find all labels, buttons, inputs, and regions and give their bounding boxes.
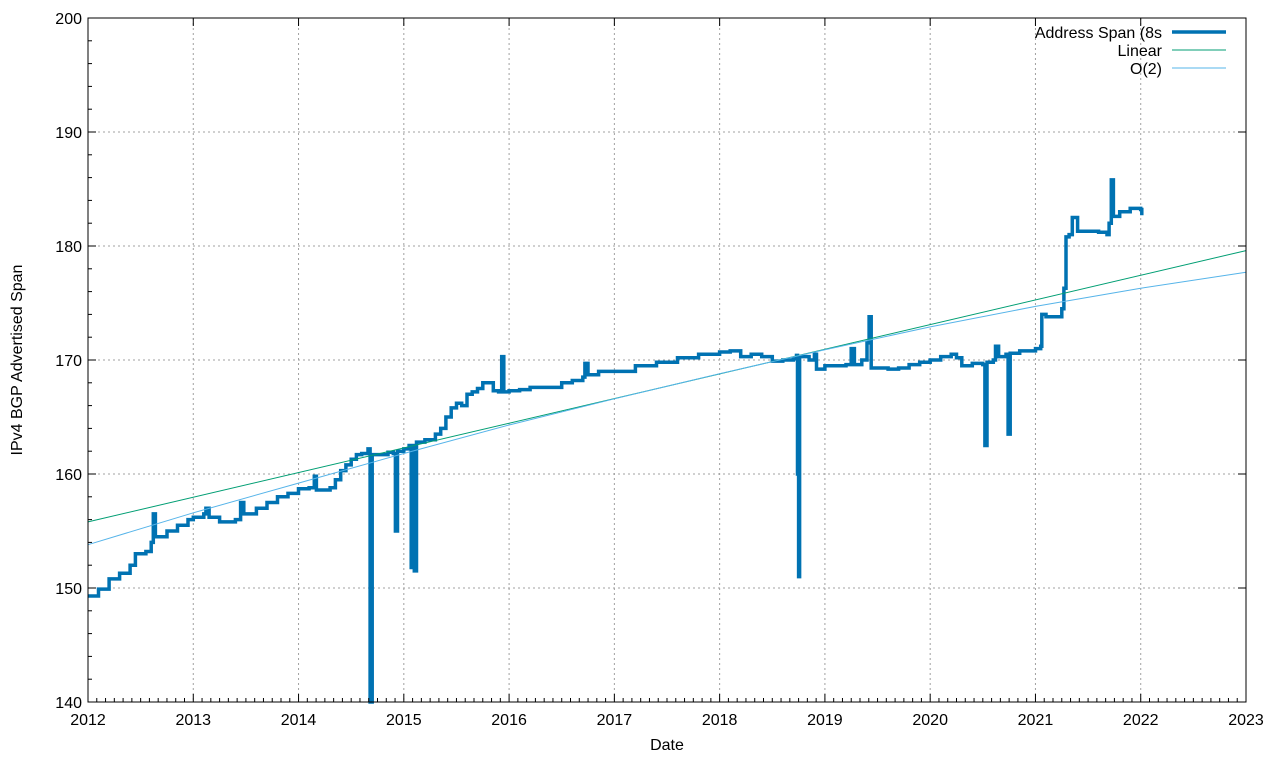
x-tick-label: 2020 <box>912 712 948 729</box>
tick-labels: 2012 2013 2014 2015 2016 2017 2018 2019 2020 2021… <box>55 11 1264 729</box>
legend-label: Linear <box>1118 43 1163 60</box>
x-tick-label: 2015 <box>386 712 422 729</box>
x-axis-title: Date <box>650 737 684 754</box>
grid-lines <box>88 18 1246 702</box>
y-axis-title: IPv4 BGP Advertised Span <box>9 265 26 456</box>
y-tick-label: 170 <box>55 353 82 370</box>
x-tick-label: 2021 <box>1018 712 1054 729</box>
x-tick-label: 2022 <box>1123 712 1159 729</box>
x-tick-label: 2023 <box>1228 712 1264 729</box>
y-tick-label: 150 <box>55 581 82 598</box>
y-tick-label: 190 <box>55 125 82 142</box>
series-line-address-span <box>88 178 1144 704</box>
x-tick-label: 2014 <box>281 712 317 729</box>
plot-frame <box>87 17 1247 703</box>
tick-marks <box>87 17 1247 703</box>
y-tick-label: 200 <box>55 11 82 28</box>
x-tick-label: 2018 <box>702 712 738 729</box>
legend-label: Address Span (8s <box>1035 25 1162 42</box>
x-tick-label: 2019 <box>807 712 843 729</box>
x-tick-label: 2012 <box>70 712 106 729</box>
x-tick-label: 2017 <box>597 712 633 729</box>
x-tick-label: 2016 <box>491 712 527 729</box>
y-tick-label: 180 <box>55 239 82 256</box>
legend-label: O(2) <box>1130 61 1162 78</box>
x-tick-label: 2013 <box>175 712 211 729</box>
y-tick-label: 140 <box>55 695 82 712</box>
y-tick-label: 160 <box>55 467 82 484</box>
series-line-o2 <box>87 271 1247 546</box>
series-layer <box>87 178 1247 704</box>
